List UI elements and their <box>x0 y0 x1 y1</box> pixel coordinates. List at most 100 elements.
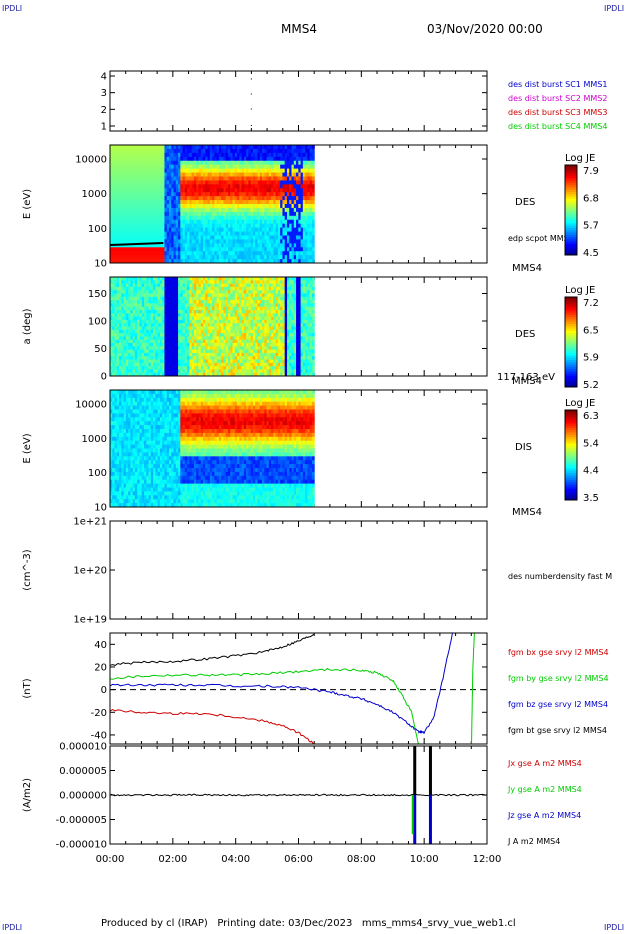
y-axis-label: (A/m2) <box>22 778 33 812</box>
spectro-cell <box>112 251 116 256</box>
spectro-cell <box>221 148 224 154</box>
spectro-cell <box>153 369 156 374</box>
spectro-cell <box>134 259 138 264</box>
spectro-cell <box>218 156 222 162</box>
spectro-cell <box>212 196 215 201</box>
spectro-cell <box>271 145 274 150</box>
spectro-cell <box>187 239 190 244</box>
spectro-cell <box>146 359 150 364</box>
spectro-cell <box>241 336 245 341</box>
spectro-cell <box>252 164 256 170</box>
spectro-cell <box>241 192 245 197</box>
spectro-cell <box>239 219 243 225</box>
spectro-cell <box>121 196 125 201</box>
spectro-cell <box>173 356 177 360</box>
spectro-cell <box>284 251 288 256</box>
spectro-cell <box>291 168 295 174</box>
spectro-cell <box>150 164 154 170</box>
spectro-cell <box>134 247 138 252</box>
spectro-cell <box>148 164 152 170</box>
spectro-cell <box>112 176 116 181</box>
spectro-cell <box>227 160 231 166</box>
spectro-cell <box>216 372 220 377</box>
spectro-cell <box>148 352 152 357</box>
spectro-cell <box>112 152 116 158</box>
spectro-cell <box>137 339 140 344</box>
spectro-cell <box>198 247 202 252</box>
spectro-cell <box>212 349 215 354</box>
spectro-cell <box>157 303 161 308</box>
spectro-cell <box>184 172 188 177</box>
spectro-cell <box>250 176 254 181</box>
spectro-cell <box>225 192 229 197</box>
spectro-cell <box>225 168 229 174</box>
spectro-cell <box>168 296 172 301</box>
spectro-cell <box>125 172 129 177</box>
spectro-cell <box>264 251 268 256</box>
spectro-cell <box>171 148 175 154</box>
spectro-cell <box>250 219 254 225</box>
spectro-cell <box>223 255 227 260</box>
spectro-cell <box>248 227 252 233</box>
spectro-cell <box>150 319 154 324</box>
spectro-cell <box>232 329 236 334</box>
spectro-cell <box>110 293 113 298</box>
spectro-cell <box>182 239 186 244</box>
spectro-cell <box>162 243 165 248</box>
spectro-cell <box>205 148 209 154</box>
spectro-cell <box>203 196 206 201</box>
spectro-cell <box>178 152 181 158</box>
spectro-cell <box>214 366 218 370</box>
spectro-cell <box>237 152 240 158</box>
spectro-cell <box>141 172 145 177</box>
spectro-cell <box>121 306 125 311</box>
spectro-cell <box>200 160 204 166</box>
spectro-cell <box>166 329 170 334</box>
spectro-cell <box>227 211 231 217</box>
spectro-cell <box>116 188 120 193</box>
spectro-cell <box>246 259 249 264</box>
spectro-cell <box>200 184 204 189</box>
spectro-cell <box>193 180 197 185</box>
spectro-cell <box>280 200 283 205</box>
spectro-cell <box>273 192 277 197</box>
spectro-cell <box>148 293 152 298</box>
spectro-cell <box>150 188 154 193</box>
spectro-cell <box>282 207 286 213</box>
spectro-cell <box>237 369 240 374</box>
spectro-cell <box>159 323 163 327</box>
spectro-cell <box>175 343 179 347</box>
spectro-cell <box>110 359 113 364</box>
spectro-cell <box>248 192 252 197</box>
spectro-cell <box>234 286 238 291</box>
spectro-cell <box>132 259 136 264</box>
spectro-cell <box>271 156 274 162</box>
spectro-cell <box>250 239 254 244</box>
spectro-cell <box>171 286 175 291</box>
spectro-cell <box>159 313 163 318</box>
spectro-cell <box>209 313 213 318</box>
spectro-cell <box>180 316 184 321</box>
spectro-cell <box>246 223 249 229</box>
spectro-cell <box>121 339 125 344</box>
spectro-cell <box>307 219 311 225</box>
spectro-cell <box>175 251 179 256</box>
spectro-cell <box>298 168 302 174</box>
spectro-cell <box>225 352 229 357</box>
spectro-cell <box>121 343 125 347</box>
spectro-cell <box>214 339 218 344</box>
spectro-cell <box>250 207 254 213</box>
spectro-cell <box>189 204 193 209</box>
spectro-cell <box>123 172 127 177</box>
spectro-cell <box>146 343 150 347</box>
spectro-cell <box>298 243 302 248</box>
spectro-cell <box>123 286 127 291</box>
spectro-cell <box>193 310 197 314</box>
spectro-cell <box>150 349 154 354</box>
spectro-cell <box>243 215 247 221</box>
spectro-cell <box>241 231 245 236</box>
spectro-cell <box>178 148 181 154</box>
spectro-cell <box>189 323 193 327</box>
spectro-cell <box>282 227 286 233</box>
spectro-cell <box>307 156 311 162</box>
